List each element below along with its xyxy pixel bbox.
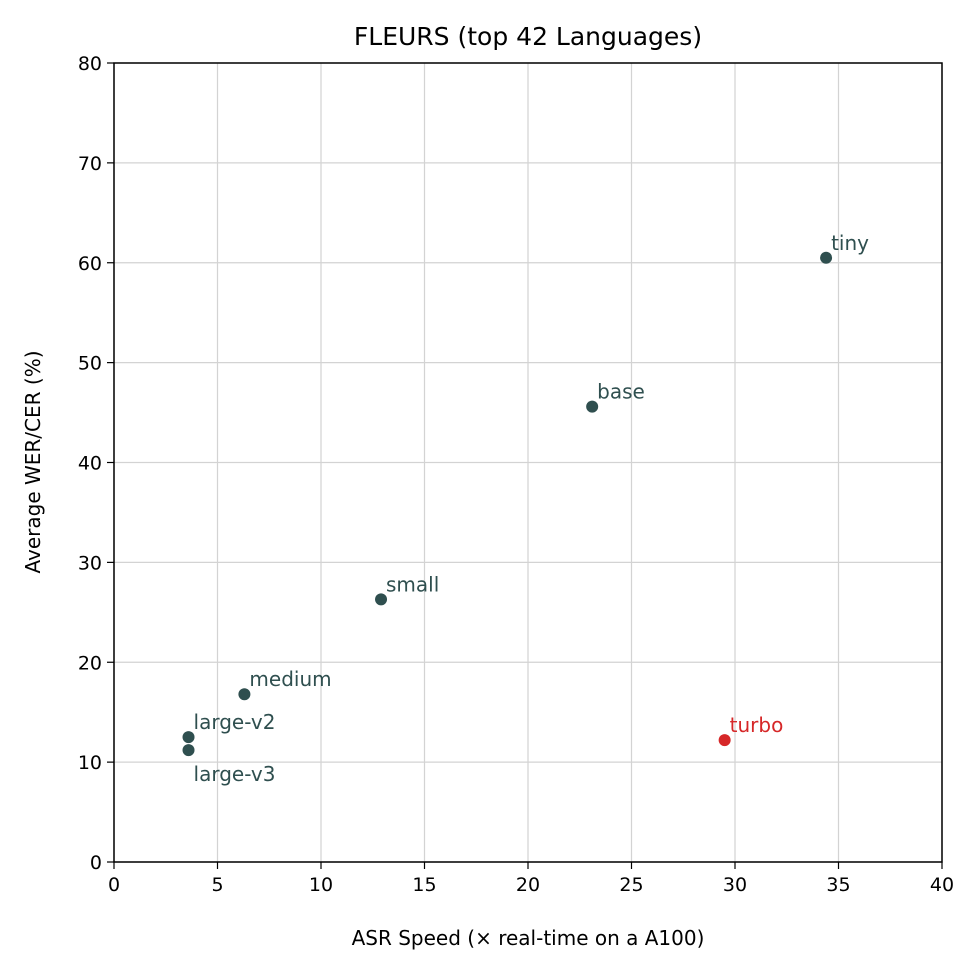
data-points: tiny base small medium large-v2 large-v3 turbo bbox=[182, 231, 869, 786]
y-tick-label: 70 bbox=[78, 153, 102, 175]
point-label-large-v3: large-v3 bbox=[194, 762, 276, 786]
data-point-small bbox=[375, 593, 388, 606]
x-tick-label: 30 bbox=[723, 874, 747, 896]
x-tick-label: 10 bbox=[309, 874, 333, 896]
plot-frame bbox=[113, 62, 943, 863]
y-tick-label: 40 bbox=[78, 453, 102, 475]
data-point-turbo bbox=[718, 734, 731, 747]
x-tick-label: 20 bbox=[516, 874, 540, 896]
grid bbox=[113, 62, 943, 863]
point-label-large-v2: large-v2 bbox=[194, 710, 276, 734]
data-point-base bbox=[586, 400, 599, 413]
point-label-tiny: tiny bbox=[831, 231, 869, 255]
y-tick-label: 80 bbox=[78, 53, 102, 75]
data-point-medium bbox=[238, 688, 251, 701]
y-tick-label: 60 bbox=[78, 253, 102, 275]
chart-title: FLEURS (top 42 Languages) bbox=[354, 22, 702, 51]
data-point-large-v2 bbox=[182, 731, 195, 744]
x-tick-label: 40 bbox=[930, 874, 954, 896]
point-label-base: base bbox=[597, 380, 645, 404]
data-point-large-v3 bbox=[182, 744, 195, 757]
x-tick-label: 15 bbox=[412, 874, 436, 896]
data-point-tiny bbox=[820, 251, 833, 264]
x-tick-label: 0 bbox=[108, 874, 120, 896]
x-axis-label: ASR Speed (× real-time on a A100) bbox=[352, 926, 705, 950]
point-label-small: small bbox=[386, 572, 439, 596]
x-tick-label: 5 bbox=[211, 874, 223, 896]
y-tick-label: 20 bbox=[78, 652, 102, 674]
y-tick-label: 50 bbox=[78, 353, 102, 375]
y-axis-label: Average WER/CER (%) bbox=[21, 351, 45, 574]
point-label-medium: medium bbox=[249, 667, 331, 691]
point-label-turbo: turbo bbox=[730, 713, 784, 737]
x-tick-label: 35 bbox=[826, 874, 850, 896]
x-tick-label: 25 bbox=[619, 874, 643, 896]
axis-ticks: 0 5 10 15 20 25 30 35 40 0 10 20 30 40 50 60 70 80 bbox=[78, 53, 954, 896]
y-tick-label: 30 bbox=[78, 552, 102, 574]
y-tick-label: 10 bbox=[78, 752, 102, 774]
y-tick-label: 0 bbox=[90, 852, 102, 874]
